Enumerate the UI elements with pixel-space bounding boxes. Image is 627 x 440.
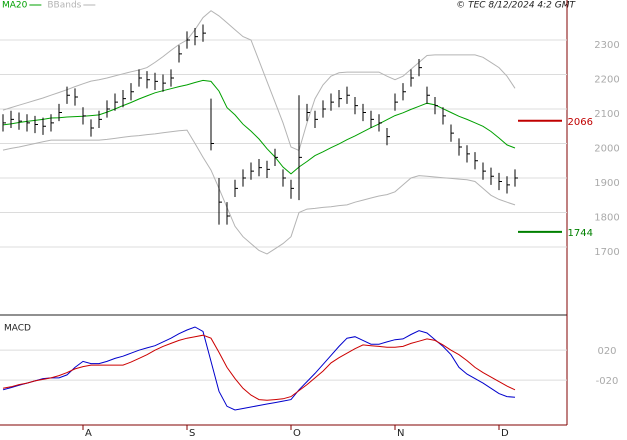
y-tick-label: 1800 bbox=[594, 213, 619, 224]
y-tick-label: 1700 bbox=[594, 247, 619, 258]
price-bar bbox=[362, 103, 366, 122]
price-bar bbox=[250, 162, 254, 180]
price-bar bbox=[98, 110, 102, 129]
price-bar bbox=[490, 167, 494, 185]
price-bar bbox=[106, 100, 110, 118]
y-tick-label: 2200 bbox=[594, 75, 619, 86]
price-bar bbox=[42, 117, 46, 135]
price-bar bbox=[2, 114, 6, 132]
series-line bbox=[2, 10, 516, 152]
price-bar bbox=[186, 31, 190, 49]
price-bar bbox=[242, 169, 246, 187]
price-bar bbox=[202, 24, 206, 42]
level-label: 2066 bbox=[568, 117, 593, 128]
price-bar bbox=[210, 98, 214, 151]
price-bar bbox=[370, 110, 374, 129]
price-bar bbox=[258, 159, 262, 177]
price-bar bbox=[322, 100, 326, 118]
price-bar bbox=[194, 27, 198, 46]
price-bar bbox=[154, 72, 158, 91]
y-tick-label: 1900 bbox=[594, 178, 619, 189]
price-bar bbox=[506, 176, 510, 194]
price-bar bbox=[434, 96, 438, 115]
price-bar bbox=[386, 128, 390, 146]
price-bar bbox=[122, 90, 126, 108]
price-bar bbox=[482, 162, 486, 180]
price-bar bbox=[74, 88, 78, 106]
price-bar bbox=[410, 69, 414, 87]
price-bar bbox=[26, 114, 30, 132]
price-bar bbox=[354, 96, 358, 115]
x-tick-label: D bbox=[501, 428, 509, 439]
price-bar bbox=[498, 172, 502, 191]
price-bar bbox=[442, 107, 446, 125]
price-bar bbox=[474, 152, 478, 170]
price-bar bbox=[466, 145, 470, 163]
price-bar bbox=[170, 69, 174, 87]
price-bar bbox=[306, 103, 310, 122]
y-tick-label: -020 bbox=[596, 376, 619, 387]
price-bar bbox=[138, 69, 142, 87]
price-bar bbox=[378, 114, 382, 132]
level-label: 1744 bbox=[568, 228, 593, 239]
legend-label: BBands bbox=[47, 1, 81, 11]
y-tick-label: 020 bbox=[597, 346, 616, 357]
legend-label: MA20 bbox=[2, 1, 28, 11]
price-bar bbox=[266, 160, 270, 179]
price-bar bbox=[178, 45, 182, 63]
price-bar bbox=[162, 74, 166, 92]
price-bar bbox=[298, 95, 302, 201]
x-tick-label: O bbox=[293, 428, 301, 439]
y-tick-label: 2000 bbox=[594, 144, 619, 155]
price-bar bbox=[290, 179, 294, 199]
series-line bbox=[2, 326, 516, 411]
y-tick-label: 2100 bbox=[594, 109, 619, 120]
x-tick-label: N bbox=[397, 428, 404, 439]
price-bar bbox=[146, 71, 150, 89]
series-line bbox=[2, 79, 516, 175]
price-bar bbox=[274, 148, 278, 166]
price-bar bbox=[282, 169, 286, 187]
source: © TEC 8/12/2024 4:2 GMT bbox=[456, 1, 576, 11]
price-bar bbox=[346, 86, 350, 104]
price-bar bbox=[394, 93, 398, 111]
price-bar bbox=[90, 119, 94, 137]
price-bar bbox=[50, 114, 54, 132]
x-tick-label: A bbox=[85, 428, 92, 439]
price-bar bbox=[218, 178, 222, 225]
price-bar bbox=[82, 107, 86, 125]
price-bar bbox=[34, 115, 38, 134]
price-bar bbox=[114, 93, 118, 111]
series-line bbox=[2, 334, 516, 401]
y-tick-label: 2300 bbox=[594, 40, 619, 51]
price-bar bbox=[10, 110, 14, 129]
price-bar bbox=[418, 58, 422, 77]
price-bar bbox=[18, 112, 22, 130]
price-bar bbox=[402, 83, 406, 101]
price-bar bbox=[58, 103, 62, 122]
price-bar bbox=[514, 169, 518, 187]
series-line-lower bbox=[2, 129, 516, 255]
price-bar bbox=[330, 93, 334, 111]
price-bar bbox=[66, 86, 70, 104]
price-bar bbox=[314, 110, 318, 129]
price-bar bbox=[234, 179, 238, 198]
price-bar bbox=[338, 90, 342, 108]
x-tick-label: S bbox=[189, 428, 195, 439]
price-bar bbox=[130, 83, 134, 101]
price-bar bbox=[458, 138, 462, 156]
price-bar bbox=[226, 202, 230, 225]
price-bar bbox=[450, 124, 454, 142]
price-bar bbox=[426, 86, 430, 104]
macd-title: MACD bbox=[4, 324, 31, 334]
